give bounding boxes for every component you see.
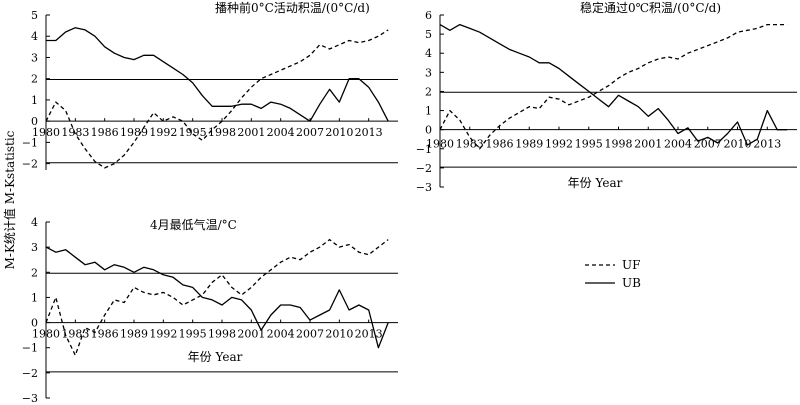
y-tick-label: 0 — [31, 317, 38, 330]
x-tick-label: 1995 — [179, 328, 207, 341]
x-tick-label: 1998 — [208, 328, 236, 341]
x-tick-label: 2007 — [296, 328, 324, 341]
series-ub-line — [439, 23, 788, 146]
x-tick-label: 1995 — [179, 126, 207, 139]
panel-title: 播种前0°C活动积温/(0°C/d) — [215, 0, 370, 15]
x-tick-label: 2013 — [753, 138, 781, 151]
y-tick-label: 1 — [31, 291, 38, 304]
y-tick-label: 1 — [425, 105, 432, 118]
y-tick-label: 2 — [31, 73, 38, 86]
panel-title: 4月最低气温/°C — [150, 217, 237, 232]
x-tick-label: 1992 — [149, 126, 177, 139]
y-tick-label: 2 — [31, 266, 38, 279]
series-ub-line — [46, 27, 389, 122]
y-tick-label: 4 — [425, 47, 432, 60]
x-tick-label: 2004 — [664, 138, 692, 151]
x-tick-label: 2010 — [325, 328, 353, 341]
x-axis-title: 年份 Year — [568, 176, 623, 190]
x-tick-label: 1998 — [208, 126, 236, 139]
y-tick-label: 5 — [31, 9, 38, 22]
x-axis-title: 年份 Year — [188, 350, 243, 364]
panel-title: 稳定通过0℃积温/(0°C/d) — [580, 0, 721, 15]
series-uf-line — [45, 29, 389, 169]
x-tick-label: 2007 — [296, 126, 324, 139]
y-tick-label: 4 — [31, 30, 38, 43]
x-tick-label: 1989 — [120, 126, 148, 139]
y-tick-label: 3 — [31, 51, 38, 64]
y-tick-label: 3 — [425, 66, 432, 79]
y-tick-label: 0 — [425, 124, 432, 137]
x-tick-label: 2013 — [355, 328, 383, 341]
legend-ub-label: UB — [622, 276, 641, 290]
series-uf-line — [439, 23, 788, 150]
x-tick-label: 2001 — [237, 126, 265, 139]
legend: UF UB — [585, 258, 641, 290]
y-tick-label: 1 — [31, 94, 38, 107]
y-tick-label: −2 — [22, 158, 38, 171]
y-tick-label: 4 — [31, 216, 38, 229]
x-tick-label: 1986 — [91, 126, 119, 139]
y-tick-label: 5 — [425, 28, 432, 41]
series-ub-line — [45, 246, 389, 349]
x-tick-label: 2007 — [694, 138, 722, 151]
y-tick-label: −1 — [22, 136, 38, 149]
x-tick-label: 2001 — [634, 138, 662, 151]
x-tick-label: 1998 — [605, 138, 633, 151]
x-tick-label: 1980 — [32, 328, 60, 341]
x-tick-label: 1986 — [486, 138, 514, 151]
y-tick-label: 3 — [31, 241, 38, 254]
x-tick-label: 1989 — [515, 138, 543, 151]
x-tick-label: 1983 — [456, 138, 484, 151]
x-tick-label: 1989 — [120, 328, 148, 341]
y-tick-label: 2 — [425, 85, 432, 98]
x-tick-label: 2013 — [355, 126, 383, 139]
x-tick-label: 1986 — [91, 328, 119, 341]
x-tick-label: 1980 — [32, 126, 60, 139]
x-tick-label: 2004 — [267, 126, 295, 139]
y-tick-label: −2 — [22, 367, 38, 380]
y-tick-label: −1 — [22, 342, 38, 355]
y-tick-label: −1 — [416, 143, 432, 156]
x-tick-label: 1992 — [149, 328, 177, 341]
x-tick-label: 2010 — [325, 126, 353, 139]
x-tick-label: 1980 — [426, 138, 454, 151]
x-tick-label: 1992 — [545, 138, 573, 151]
x-tick-label: 1995 — [575, 138, 603, 151]
legend-uf-label: UF — [622, 258, 640, 272]
x-tick-label: 2001 — [237, 328, 265, 341]
shared-y-axis-label: M-K统计值 M-Kstatistic — [2, 130, 17, 269]
y-tick-label: −3 — [416, 181, 432, 194]
x-tick-label: 2010 — [724, 138, 752, 151]
y-tick-label: −3 — [22, 392, 38, 405]
y-tick-label: 0 — [31, 115, 38, 128]
y-tick-label: 6 — [425, 9, 432, 22]
series-uf-line — [45, 238, 389, 356]
x-tick-label: 2004 — [267, 328, 295, 341]
y-tick-label: −2 — [416, 162, 432, 175]
